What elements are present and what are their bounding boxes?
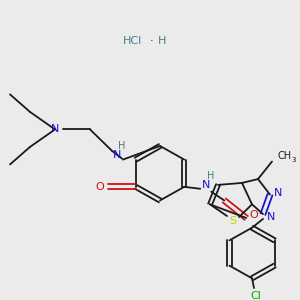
- Text: N: N: [202, 180, 210, 190]
- Text: HCl: HCl: [123, 36, 142, 46]
- Text: O: O: [250, 210, 259, 220]
- Text: N: N: [51, 124, 59, 134]
- Text: CH: CH: [277, 151, 291, 161]
- Text: S: S: [230, 216, 237, 226]
- Text: N: N: [267, 212, 275, 222]
- Text: ·: ·: [150, 36, 154, 46]
- Text: 3: 3: [291, 157, 296, 163]
- Text: Cl: Cl: [250, 291, 261, 300]
- Text: H: H: [158, 36, 166, 46]
- Text: N: N: [274, 188, 282, 198]
- Text: H: H: [207, 171, 214, 181]
- Text: N: N: [113, 150, 121, 160]
- Text: O: O: [95, 182, 104, 192]
- Text: H: H: [118, 141, 126, 151]
